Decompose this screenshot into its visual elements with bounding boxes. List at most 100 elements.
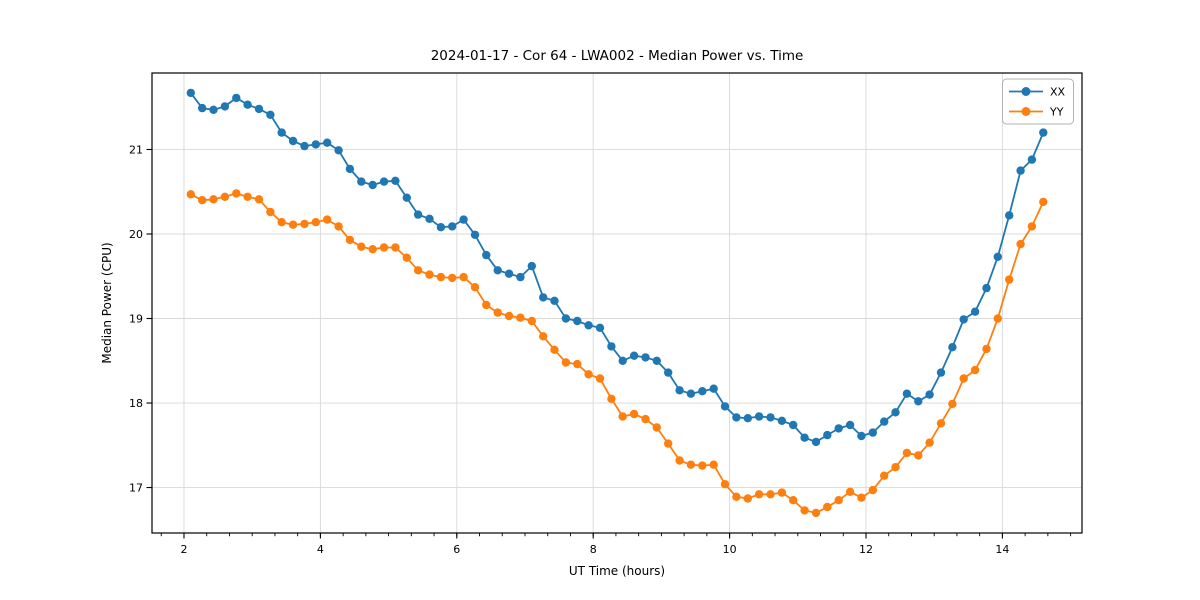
data-point: [936, 419, 946, 428]
data-point: [550, 296, 559, 305]
data-point: [504, 311, 514, 321]
data-point: [539, 332, 548, 341]
data-point: [425, 214, 434, 223]
data-point: [550, 345, 559, 354]
y-tick-label: 21: [129, 143, 143, 156]
data-point: [766, 490, 775, 499]
data-point: [277, 218, 286, 227]
data-point: [1016, 166, 1025, 175]
data-point: [777, 488, 787, 497]
data-point: [482, 250, 491, 260]
data-point: [891, 408, 900, 417]
data-point: [220, 102, 230, 111]
data-point: [857, 431, 866, 441]
data-point: [584, 370, 593, 379]
data-point: [970, 365, 980, 375]
data-point: [641, 414, 650, 424]
data-point: [880, 417, 889, 426]
data-point: [607, 394, 616, 403]
data-point: [254, 195, 264, 204]
x-tick-label: 14: [995, 543, 1009, 556]
data-point: [334, 146, 343, 155]
data-point: [516, 313, 525, 322]
data-point: [811, 508, 821, 518]
data-point: [686, 389, 696, 398]
axis-ticks: [146, 148, 1072, 539]
data-point: [686, 460, 696, 469]
data-point: [266, 207, 275, 217]
data-point: [800, 433, 809, 442]
data-point: [629, 351, 639, 360]
data-point: [902, 448, 912, 458]
data-point: [379, 243, 389, 252]
data-point: [914, 451, 923, 460]
data-point: [618, 356, 627, 365]
data-point: [800, 506, 809, 515]
data-point: [732, 492, 741, 501]
data-point: [641, 353, 650, 362]
data-point: [391, 176, 400, 185]
x-tick-label: 2: [180, 543, 187, 556]
data-point: [982, 344, 991, 354]
data-point: [709, 460, 718, 469]
data-point: [402, 193, 411, 202]
data-point: [561, 358, 571, 367]
data-point: [368, 180, 377, 190]
data-point: [720, 480, 730, 489]
data-series-layer: [186, 88, 1048, 518]
data-point: [925, 390, 934, 399]
data-point: [448, 222, 457, 231]
series-XX-markers: [186, 88, 1048, 447]
data-point: [845, 487, 855, 496]
data-point: [993, 252, 1002, 261]
legend-marker-icon: [1021, 87, 1031, 96]
x-tick-label: 12: [859, 543, 873, 556]
y-tick-label: 17: [129, 482, 143, 495]
data-point: [1039, 128, 1048, 137]
data-point: [982, 283, 991, 293]
data-point: [288, 136, 298, 146]
data-point: [732, 413, 741, 422]
data-point: [754, 412, 764, 421]
data-point: [709, 384, 718, 393]
data-point: [834, 496, 843, 505]
data-point: [413, 266, 423, 275]
data-point: [266, 110, 275, 120]
data-point: [198, 196, 207, 205]
data-point: [573, 359, 582, 369]
data-point: [823, 430, 832, 440]
data-point: [1005, 275, 1014, 284]
data-point: [789, 496, 798, 505]
data-point: [277, 128, 286, 137]
data-point: [209, 105, 218, 115]
data-point: [1027, 222, 1037, 231]
data-point: [595, 323, 605, 332]
data-point: [561, 314, 571, 323]
chart-title: 2024-01-17 - Cor 64 - LWA002 - Median Po…: [431, 48, 804, 64]
data-point: [811, 437, 821, 447]
x-tick-label: 6: [453, 543, 460, 556]
data-point: [880, 471, 889, 480]
data-point: [823, 502, 832, 512]
data-point: [357, 242, 366, 251]
data-point: [754, 490, 764, 499]
data-point: [652, 423, 661, 432]
data-point: [914, 397, 923, 406]
legend-entry-yy: YY: [1049, 106, 1064, 119]
data-point: [573, 316, 582, 326]
data-point: [482, 300, 491, 310]
data-point: [925, 438, 934, 447]
data-point: [186, 190, 195, 199]
data-point: [527, 261, 536, 271]
data-point: [868, 485, 877, 495]
data-point: [936, 368, 946, 377]
legend-entry-xx: XX: [1050, 86, 1066, 99]
axes-spines: [151, 72, 1083, 534]
data-point: [402, 253, 411, 262]
data-point: [857, 493, 866, 502]
data-point: [323, 138, 332, 147]
data-point: [902, 389, 912, 398]
legend: XX YY: [1002, 78, 1074, 125]
